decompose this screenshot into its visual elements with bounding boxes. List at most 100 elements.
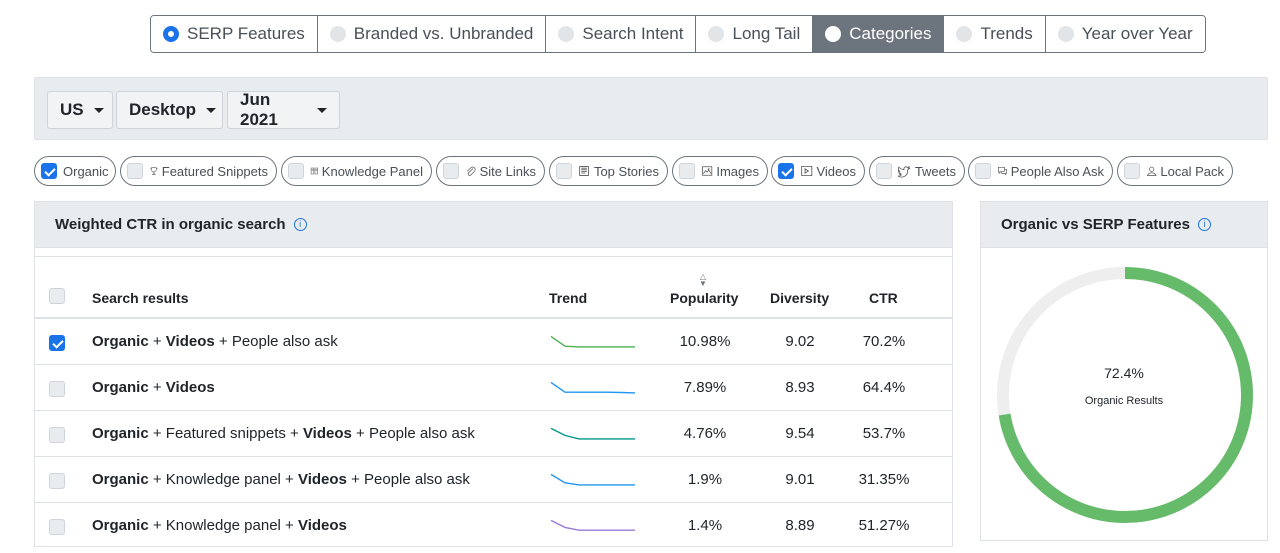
row-checkbox[interactable] xyxy=(49,335,65,351)
chip-tweets[interactable]: Tweets xyxy=(869,156,965,186)
chip-videos[interactable]: Videos xyxy=(771,156,865,186)
chip-top-stories[interactable]: Top Stories xyxy=(549,156,668,186)
radio-icon xyxy=(1057,26,1074,42)
chip-checkbox[interactable] xyxy=(1124,163,1140,179)
panel-header: Weighted CTR in organic search i xyxy=(35,202,952,248)
feature-name-bold: Videos xyxy=(165,333,215,350)
chip-label: Top Stories xyxy=(593,163,659,179)
tab-categories[interactable]: Categories xyxy=(813,16,945,52)
feature-name-bold: Videos xyxy=(297,517,347,534)
trend-sparkline xyxy=(550,519,635,531)
search-result-label: Organic + Knowledge panel + Videos xyxy=(92,517,347,534)
popularity-value: 1.4% xyxy=(687,517,723,534)
feature-name: + People also ask xyxy=(214,333,338,350)
tab-search-intent[interactable]: Search Intent xyxy=(546,16,697,52)
table-row[interactable]: Organic + Knowledge panel + Videos 1.4% 8.… xyxy=(35,503,952,546)
chip-label: Organic xyxy=(63,163,109,179)
trend-sparkline xyxy=(550,335,635,348)
chip-people-also-ask[interactable]: People Also Ask xyxy=(968,156,1113,186)
organic-vs-serp-panel: Organic vs SERP Features i 72.4% Organic… xyxy=(980,201,1268,541)
tab-branded-vs-unbranded[interactable]: Branded vs. Unbranded xyxy=(317,16,547,52)
panel-title: Organic vs SERP Features xyxy=(1001,216,1190,233)
radio-icon xyxy=(558,26,575,42)
country-dropdown[interactable]: US xyxy=(47,91,113,129)
tab-trends[interactable]: Trends xyxy=(944,16,1046,52)
row-checkbox[interactable] xyxy=(49,381,65,397)
analysis-type-tabs: SERP Features Branded vs. Unbranded Search… xyxy=(150,15,1206,53)
chip-featured-snippets[interactable]: Featured Snippets xyxy=(120,156,277,186)
diversity-value: 9.54 xyxy=(785,425,815,442)
table-row[interactable]: Organic + Featured snippets + Videos + P… xyxy=(35,411,952,457)
feature-name-bold: Organic xyxy=(92,517,149,534)
date-dropdown[interactable]: Jun 2021 xyxy=(227,90,340,129)
sort-icon[interactable]: △ ▼ xyxy=(699,272,707,288)
chip-organic[interactable]: Organic xyxy=(34,156,116,186)
panel-header: Organic vs SERP Features i xyxy=(981,202,1267,248)
trend-sparkline xyxy=(550,381,636,394)
ctr-value: 51.27% xyxy=(858,517,910,534)
chip-checkbox[interactable] xyxy=(41,163,57,179)
chip-checkbox[interactable] xyxy=(778,163,794,179)
trend-sparkline xyxy=(550,473,635,486)
row-checkbox[interactable] xyxy=(49,427,65,443)
country-dropdown-label: US xyxy=(60,100,84,119)
row-checkbox[interactable] xyxy=(49,473,65,489)
tab-long-tail[interactable]: Long Tail xyxy=(696,16,814,52)
chip-knowledge-panel[interactable]: Knowledge Panel xyxy=(281,156,432,186)
column-header-trend: Trend xyxy=(549,290,588,306)
chip-checkbox[interactable] xyxy=(556,163,572,179)
feature-name: + Knowledge panel + xyxy=(148,517,298,534)
date-dropdown-label: Jun 2021 xyxy=(240,90,278,129)
feature-name: + Knowledge panel + xyxy=(148,471,298,488)
row-checkbox[interactable] xyxy=(49,519,65,535)
chip-checkbox[interactable] xyxy=(288,163,304,179)
chip-checkbox[interactable] xyxy=(127,163,143,179)
feature-name-bold: Organic xyxy=(92,471,149,488)
chip-label: Knowledge Panel xyxy=(321,163,423,179)
chip-site-links[interactable]: Site Links xyxy=(436,156,545,186)
tab-year-over-year[interactable]: Year over Year xyxy=(1045,16,1205,52)
tab-label: Search Intent xyxy=(582,24,684,43)
select-all-checkbox[interactable] xyxy=(49,288,65,304)
weighted-ctr-panel: Weighted CTR in organic search i Search … xyxy=(34,201,953,547)
device-dropdown-label: Desktop xyxy=(129,100,197,119)
column-header-ctr[interactable]: CTR xyxy=(869,290,898,306)
device-dropdown[interactable]: Desktop xyxy=(116,91,223,129)
radio-icon xyxy=(708,26,725,42)
diversity-value: 9.02 xyxy=(785,333,815,350)
ctr-value: 31.35% xyxy=(858,471,910,488)
chip-label: People Also Ask xyxy=(1010,163,1104,179)
trophy-icon xyxy=(150,167,158,175)
chip-local-pack[interactable]: Local Pack xyxy=(1117,156,1233,186)
table-row[interactable]: Organic + Knowledge panel + Videos + Peo… xyxy=(35,457,952,503)
chip-label: Images xyxy=(716,163,759,179)
info-icon[interactable]: i xyxy=(1197,218,1211,231)
column-header-diversity[interactable]: Diversity xyxy=(770,290,830,306)
info-icon[interactable]: i xyxy=(293,218,307,231)
ctr-value: 70.2% xyxy=(862,333,906,350)
tab-label: Long Tail xyxy=(732,24,801,43)
column-header-popularity[interactable]: Popularity xyxy=(670,290,739,306)
chip-checkbox[interactable] xyxy=(443,163,459,179)
trend-line xyxy=(550,381,636,394)
table-row[interactable]: Organic + Videos + People also ask 10.98%… xyxy=(35,319,952,365)
panel-title: Weighted CTR in organic search xyxy=(55,216,286,233)
filter-bar: US Desktop Jun 2021 xyxy=(34,77,1268,140)
tab-label: Branded vs. Unbranded xyxy=(353,24,534,43)
chip-checkbox[interactable] xyxy=(679,163,695,179)
chip-label: Site Links xyxy=(479,163,536,179)
trend-sparkline xyxy=(550,427,635,440)
chip-images[interactable]: Images xyxy=(672,156,768,186)
table-header: Search results Trend △ ▼ Popularity Diver… xyxy=(35,257,952,319)
table-row[interactable]: Organic + Videos 7.89% 8.93 64.4% xyxy=(35,365,952,411)
chip-label: Featured Snippets xyxy=(161,163,268,179)
ctr-value: 53.7% xyxy=(862,425,906,442)
chip-checkbox[interactable] xyxy=(876,163,892,179)
image-icon xyxy=(702,166,713,176)
popularity-value: 7.89% xyxy=(683,379,727,396)
donut-fill xyxy=(997,267,1253,523)
trend-line xyxy=(550,427,635,440)
chip-checkbox[interactable] xyxy=(975,163,991,179)
tab-serp-features[interactable]: SERP Features xyxy=(151,16,318,52)
tab-label: Year over Year xyxy=(1081,24,1193,43)
